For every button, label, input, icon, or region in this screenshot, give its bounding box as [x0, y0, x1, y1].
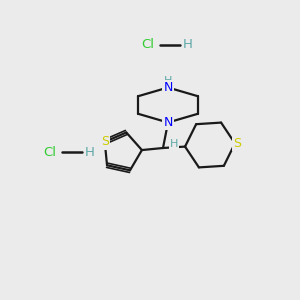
Text: H: H [85, 146, 95, 158]
Text: N: N [163, 116, 173, 129]
Text: H: H [170, 139, 178, 149]
Text: S: S [233, 137, 241, 150]
Text: H: H [164, 76, 172, 85]
Text: S: S [101, 135, 109, 148]
Text: N: N [163, 81, 173, 94]
Text: Cl: Cl [142, 38, 154, 52]
Text: Cl: Cl [44, 146, 56, 158]
Text: H: H [183, 38, 193, 52]
